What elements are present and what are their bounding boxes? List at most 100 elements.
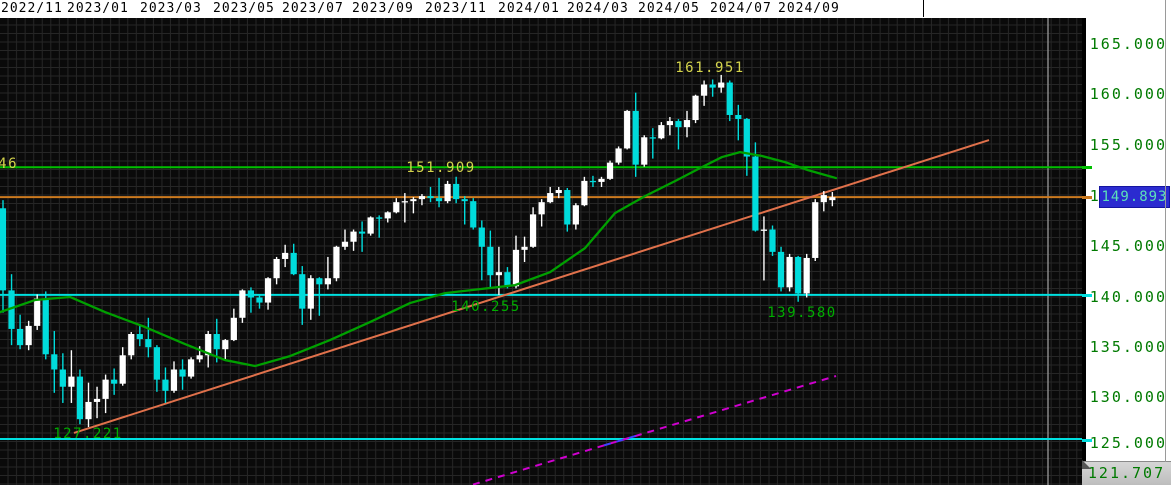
price-label: 145.000	[1089, 237, 1167, 255]
candlestick	[119, 347, 126, 386]
candlestick	[427, 186, 434, 203]
candlestick	[85, 382, 92, 428]
candle-body	[153, 347, 160, 380]
candlestick	[530, 207, 537, 248]
candlestick	[812, 199, 819, 261]
candlestick	[709, 79, 716, 97]
candle-body	[461, 199, 468, 202]
candlestick	[359, 221, 366, 252]
candle-body	[564, 190, 571, 225]
candle-body	[726, 82, 733, 115]
candle-body	[264, 278, 272, 303]
candlestick-chart-canvas[interactable]: 161.951 151.909 46 140.255 139.580 127.221	[0, 18, 1082, 486]
price-label: 165.000	[1089, 35, 1167, 53]
price-label: 125.000	[1089, 434, 1167, 452]
candlestick	[743, 118, 750, 176]
candle-body	[324, 278, 331, 285]
candlestick	[25, 320, 32, 351]
candlestick	[350, 229, 357, 251]
axis-top-corner	[1082, 0, 1171, 18]
swing-annotation: 161.951	[675, 60, 745, 76]
candlestick	[111, 368, 118, 395]
candle-body	[384, 212, 391, 219]
candle-body	[504, 272, 511, 287]
candle-body	[376, 217, 383, 219]
date-label: 2023/03	[140, 1, 202, 16]
price-label: 135.000	[1089, 338, 1167, 356]
candlestick	[17, 314, 24, 350]
magenta-dashed-trendline-blue-segment	[603, 433, 642, 447]
candle-body	[68, 376, 75, 387]
date-label: 2023/05	[213, 1, 275, 16]
date-axis-tick	[923, 0, 924, 17]
candle-body	[735, 114, 742, 120]
candlestick	[461, 196, 468, 225]
candlestick-chart-area[interactable]: 161.951 151.909 46 140.255 139.580 127.221	[0, 18, 1082, 486]
candle-body	[222, 340, 229, 350]
candle-body	[136, 334, 143, 340]
candle-body	[777, 251, 785, 288]
candlestick	[401, 193, 408, 223]
candlestick	[786, 253, 793, 292]
candle-body	[427, 196, 434, 199]
candlestick	[299, 266, 306, 325]
candlestick	[8, 274, 15, 346]
candle-body	[803, 257, 810, 294]
candlestick	[68, 350, 75, 403]
candlestick	[102, 374, 109, 414]
candlestick	[230, 308, 237, 342]
candlestick	[93, 386, 101, 419]
candle-body	[188, 359, 195, 377]
candle-body	[589, 180, 597, 183]
swing-annotation: 46	[0, 156, 18, 172]
candle-body	[538, 202, 545, 215]
candle-body	[230, 317, 237, 341]
candle-body	[718, 82, 725, 88]
candle-body	[598, 178, 605, 182]
scale-min-box[interactable]: 121.707	[1082, 461, 1171, 485]
candles-group	[0, 74, 836, 428]
candlestick	[521, 236, 528, 263]
candlestick	[367, 216, 374, 236]
candlestick	[333, 245, 340, 282]
candlestick	[59, 353, 66, 403]
candlestick	[615, 146, 622, 165]
candle-body	[359, 231, 366, 234]
candlestick	[264, 277, 272, 310]
candlestick	[512, 235, 520, 289]
axis-line-tick	[1082, 439, 1092, 442]
candlestick	[470, 198, 477, 230]
candle-body	[615, 148, 622, 163]
candlestick	[658, 122, 665, 140]
candle-body	[632, 110, 639, 165]
candle-body	[487, 246, 494, 276]
candle-body	[102, 379, 109, 399]
candlestick	[247, 287, 255, 313]
candlestick	[820, 191, 827, 212]
candlestick	[384, 211, 391, 223]
date-label: 2023/09	[352, 1, 414, 16]
candle-body	[692, 95, 699, 121]
candle-body	[51, 354, 58, 370]
swing-annotation: 151.909	[406, 160, 476, 176]
candlestick	[683, 110, 691, 138]
candlestick	[795, 255, 802, 302]
candle-body	[641, 137, 648, 165]
candle-body	[76, 376, 84, 420]
candlestick	[726, 80, 733, 122]
candlestick	[418, 194, 426, 206]
date-label: 2023/11	[425, 1, 487, 16]
date-label: 2023/07	[282, 1, 344, 16]
candle-body	[290, 252, 297, 275]
candlestick	[282, 244, 289, 268]
candle-body	[760, 229, 768, 231]
axis-line-tick	[1082, 166, 1092, 169]
candle-body	[299, 274, 306, 309]
candle-body	[812, 202, 819, 258]
candlestick	[76, 369, 84, 425]
current-price-label: 149.893	[1099, 186, 1170, 208]
candle-body	[547, 193, 554, 203]
candle-body	[606, 162, 614, 179]
candlestick	[769, 225, 776, 256]
